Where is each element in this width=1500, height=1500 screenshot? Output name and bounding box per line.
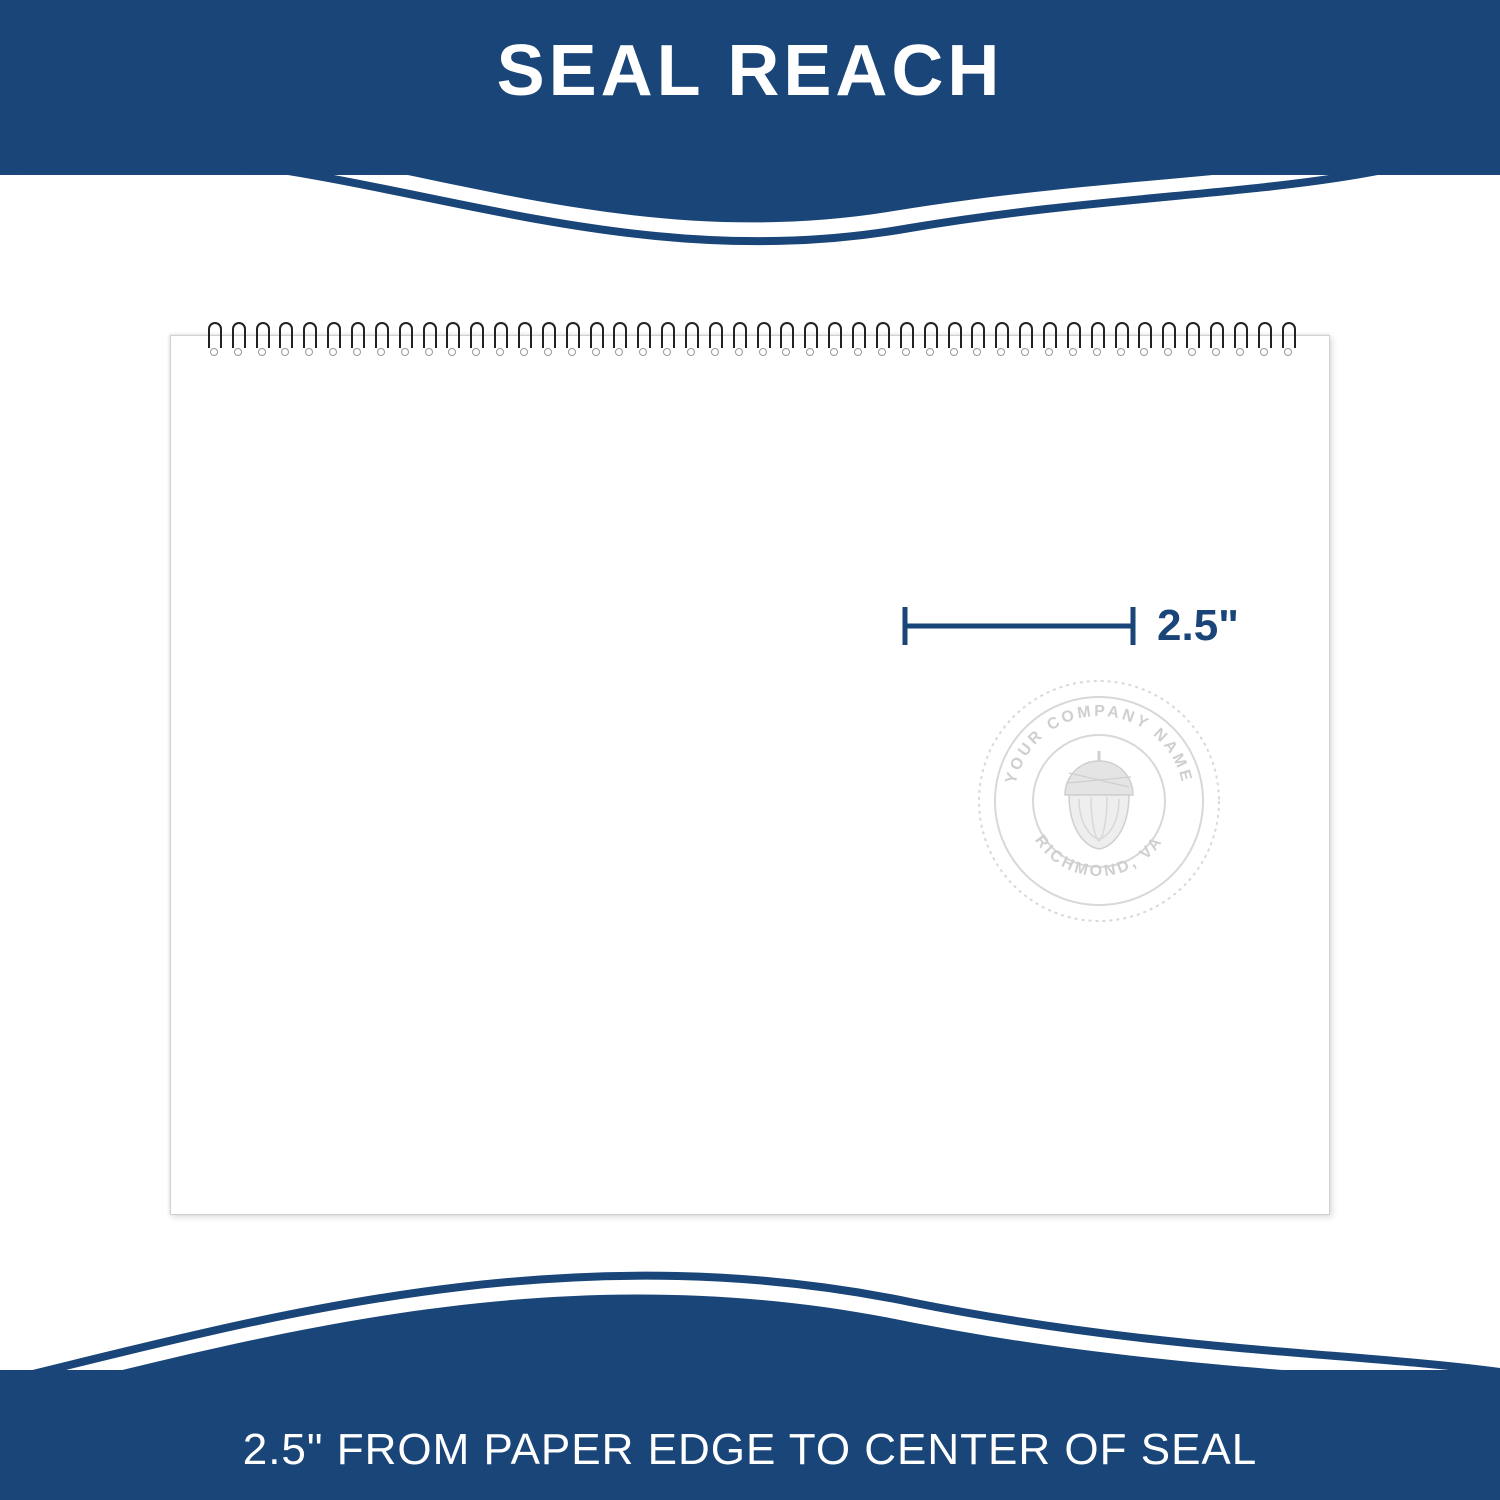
page-title: SEAL REACH xyxy=(497,30,1004,112)
content-area: 2.5" YOUR COMPANY NAME RICHMOND, VA xyxy=(0,250,1500,1300)
decorative-wave-bottom xyxy=(0,1240,1500,1420)
dimension-bracket-icon xyxy=(899,601,1139,651)
embossed-seal: YOUR COMPANY NAME RICHMOND, VA xyxy=(969,671,1229,931)
dimension-label: 2.5" xyxy=(1157,601,1239,651)
notepad: 2.5" YOUR COMPANY NAME RICHMOND, VA xyxy=(170,335,1330,1215)
spiral-binding xyxy=(171,322,1329,356)
footer-caption: 2.5" FROM PAPER EDGE TO CENTER OF SEAL xyxy=(243,1425,1258,1475)
acorn-icon xyxy=(1065,751,1133,849)
decorative-wave-top xyxy=(0,120,1500,300)
dimension-indicator: 2.5" xyxy=(899,596,1329,656)
